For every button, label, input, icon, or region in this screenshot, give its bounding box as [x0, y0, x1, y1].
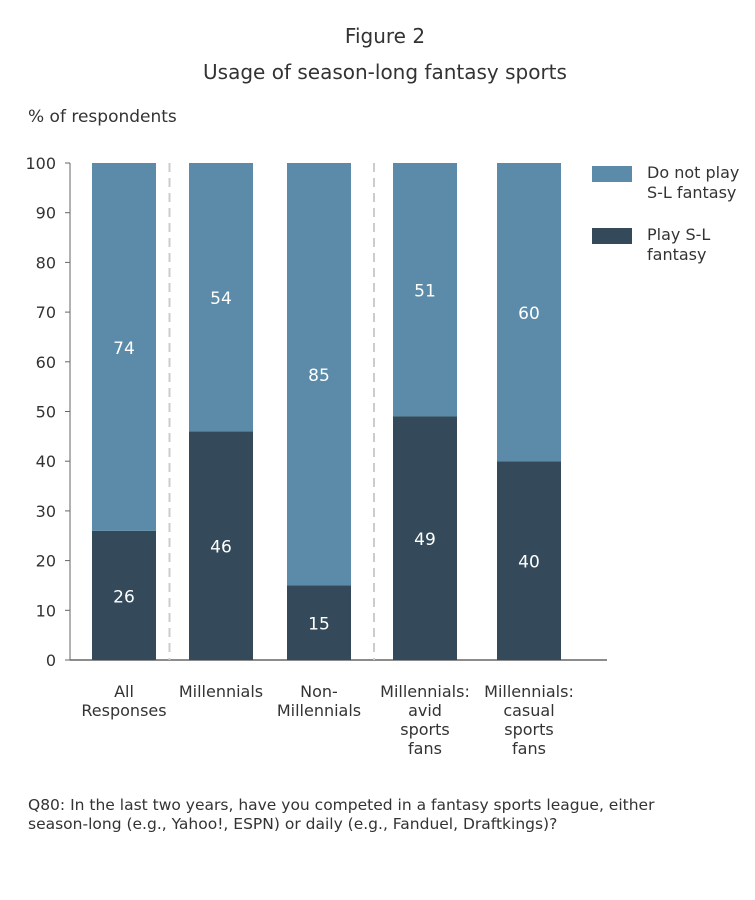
category-label-line: Millennials: [484, 682, 574, 701]
data-label-play-3: 49 [414, 530, 436, 550]
category-label-line: sports [504, 720, 553, 739]
category-label-line: Millennials: [380, 682, 470, 701]
data-label-do-not-play-4: 60 [518, 304, 540, 324]
y-tick-label-100: 100 [25, 154, 56, 173]
legend-item-play: Play S-L fantasy [592, 225, 755, 265]
y-tick-label-60: 60 [36, 353, 56, 372]
legend-swatch-play [592, 228, 632, 244]
category-label-3: Millennials: avid sports fans [380, 682, 470, 758]
bar-play-1 [189, 431, 253, 660]
y-tick-label-30: 30 [36, 502, 56, 521]
y-tick-label-70: 70 [36, 303, 56, 322]
category-label-line: Responses [81, 701, 166, 720]
y-tick-label-50: 50 [36, 403, 56, 422]
legend-swatch-do-not-play [592, 166, 632, 182]
category-label-2: Non-Millennials [277, 682, 361, 720]
data-label-do-not-play-0: 74 [113, 339, 135, 359]
bar-do-not-play-4 [497, 163, 561, 462]
y-tick-label-10: 10 [36, 601, 56, 620]
bar-play-4 [497, 461, 561, 660]
category-label-line: fans [408, 739, 442, 758]
category-label-line: casual [503, 701, 554, 720]
legend-label-play: Play S-L fantasy [647, 225, 711, 264]
bar-do-not-play-1 [189, 163, 253, 432]
y-tick-label-80: 80 [36, 253, 56, 272]
data-label-play-4: 40 [518, 553, 540, 573]
category-label-0: All Responses [81, 682, 166, 720]
data-label-play-1: 46 [210, 538, 232, 558]
stacked-bar-chart: 0 10 20 30 40 50 60 70 80 90 100 26 74 All Responses 46… [25, 154, 607, 758]
data-label-do-not-play-3: 51 [414, 282, 436, 302]
data-label-do-not-play-1: 54 [210, 289, 232, 309]
data-label-do-not-play-2: 85 [308, 366, 330, 386]
bar-do-not-play-2 [287, 163, 351, 586]
figure-number: Figure 2 [344, 24, 426, 48]
bar-play-0 [92, 530, 156, 660]
bar-play-2 [287, 585, 351, 660]
category-label-line: Non- [300, 682, 338, 701]
bar-do-not-play-0 [92, 163, 156, 531]
category-label-line: Millennials [277, 701, 361, 720]
bar-do-not-play-3 [393, 163, 457, 417]
category-label-line: fans [512, 739, 546, 758]
category-label-line: All [114, 682, 134, 701]
data-label-play-2: 15 [308, 615, 330, 635]
category-label-1: Millennials [179, 682, 263, 701]
chart-title: Usage of season-long fantasy sports [203, 60, 567, 84]
y-tick-label-20: 20 [36, 552, 56, 571]
y-axis-title: % of respondents [28, 107, 177, 127]
legend-item-do-not-play: Do not play S-L fantasy [592, 163, 755, 203]
y-tick-label-40: 40 [36, 452, 56, 471]
category-label-line: avid [408, 701, 442, 720]
y-tick-label-90: 90 [36, 204, 56, 223]
y-tick-label-0: 0 [46, 651, 56, 670]
bar-play-3 [393, 416, 457, 660]
category-label-4: Millennials: casual sports fans [484, 682, 574, 758]
category-label-line: sports [400, 720, 449, 739]
survey-question-footnote: Q80: In the last two years, have you com… [28, 796, 655, 833]
data-label-play-0: 26 [113, 587, 135, 607]
category-label-line: Millennials [179, 682, 263, 701]
legend-label-do-not-play: Do not play S-L fantasy [647, 163, 740, 202]
